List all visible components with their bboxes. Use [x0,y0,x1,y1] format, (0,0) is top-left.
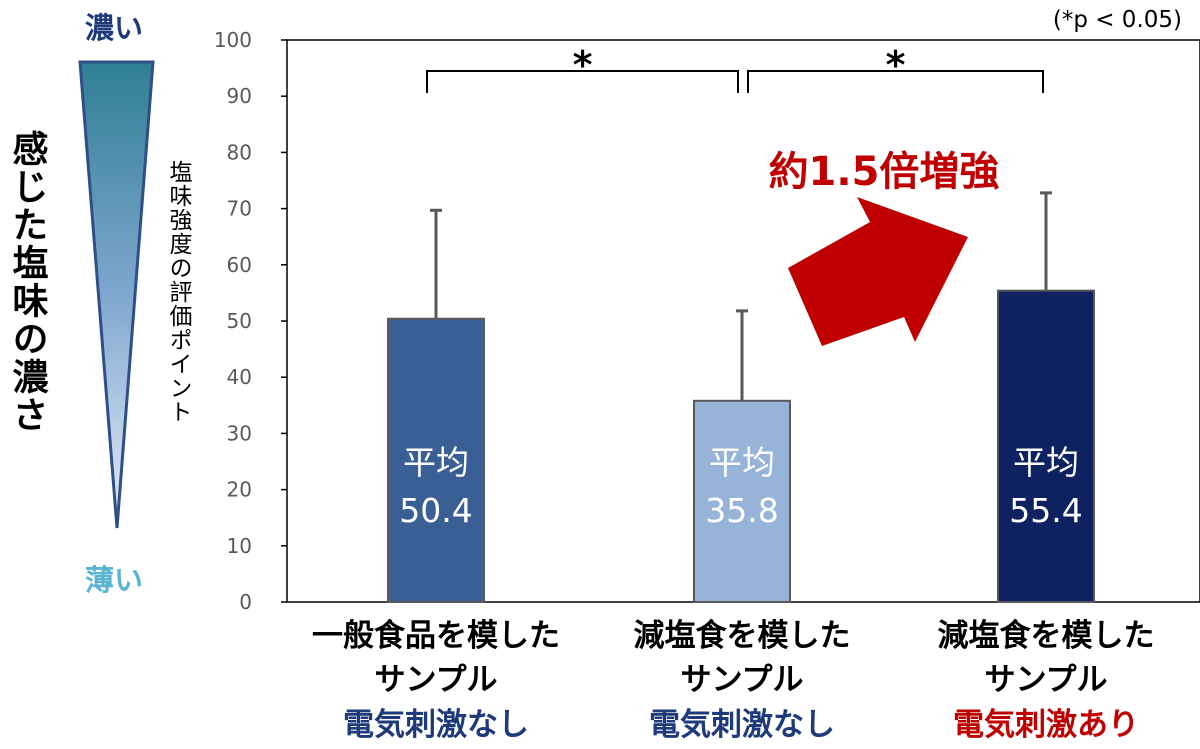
y-tick-label: 10 [227,534,252,558]
category-label-line2: サンプル [680,662,803,698]
y-axis-label: 塩味強度の評価ポイント [165,160,193,424]
significance-star: * [573,43,593,87]
category-label-line3: 電気刺激なし [649,707,835,743]
bar-labels: 平均 50.4 平均 35.8 平均 55.4 [399,443,1082,530]
side-scale-bottom-label: 薄い [85,563,143,597]
side-scale: 感じた塩味の濃さ 濃い 薄い [7,11,155,597]
y-tick-label: 60 [227,253,252,277]
category-label-line1: 一般食品を模した [312,618,560,654]
category-labels: 一般食品を模したサンプル電気刺激なし減塩食を模したサンプル電気刺激なし減塩食を模… [312,618,1155,743]
significance-brackets: * * [426,43,1044,93]
bar-value-label: 55.4 [1009,491,1082,530]
y-tick-label: 40 [227,365,252,389]
bar-value-label: 35.8 [705,491,778,530]
significance-star: * [886,43,906,87]
y-tick-label: 50 [227,309,252,333]
y-tick-label: 20 [227,478,252,502]
category-label-line3: 電気刺激あり [953,707,1139,743]
y-tick-label: 70 [227,197,252,221]
y-tick-label: 100 [214,28,252,52]
category-label-line2: サンプル [984,662,1107,698]
bar-value-label: 50.4 [399,491,472,530]
significance-bracket [747,70,1044,93]
error-bars [430,191,1052,401]
category-label-line1: 減塩食を模した [634,618,851,654]
side-scale-top-label: 濃い [85,11,143,45]
side-scale-title: 感じた塩味の濃さ [7,130,49,434]
intensity-triangle [78,60,155,529]
category-label-line3: 電気刺激なし [343,707,529,743]
y-axis-ticks: 0 10 20 30 40 50 60 70 80 90 100 [214,28,287,614]
increase-arrow [788,197,968,346]
y-tick-label: 80 [227,140,252,164]
significance-note: (*p < 0.05) [1053,7,1182,33]
bar-label-prefix: 平均 [1013,443,1079,482]
increase-annotation: 約1.5倍増強 [769,149,1000,195]
y-tick-label: 90 [227,84,252,108]
significance-bracket [426,70,739,93]
bars [387,289,1095,603]
bar-label-prefix: 平均 [709,443,775,482]
bar-label-prefix: 平均 [403,443,469,482]
y-tick-label: 0 [239,590,252,614]
bar [387,317,485,603]
category-label-line1: 減塩食を模した [938,618,1155,654]
y-tick-label: 30 [227,421,252,445]
category-label-line2: サンプル [374,662,497,698]
